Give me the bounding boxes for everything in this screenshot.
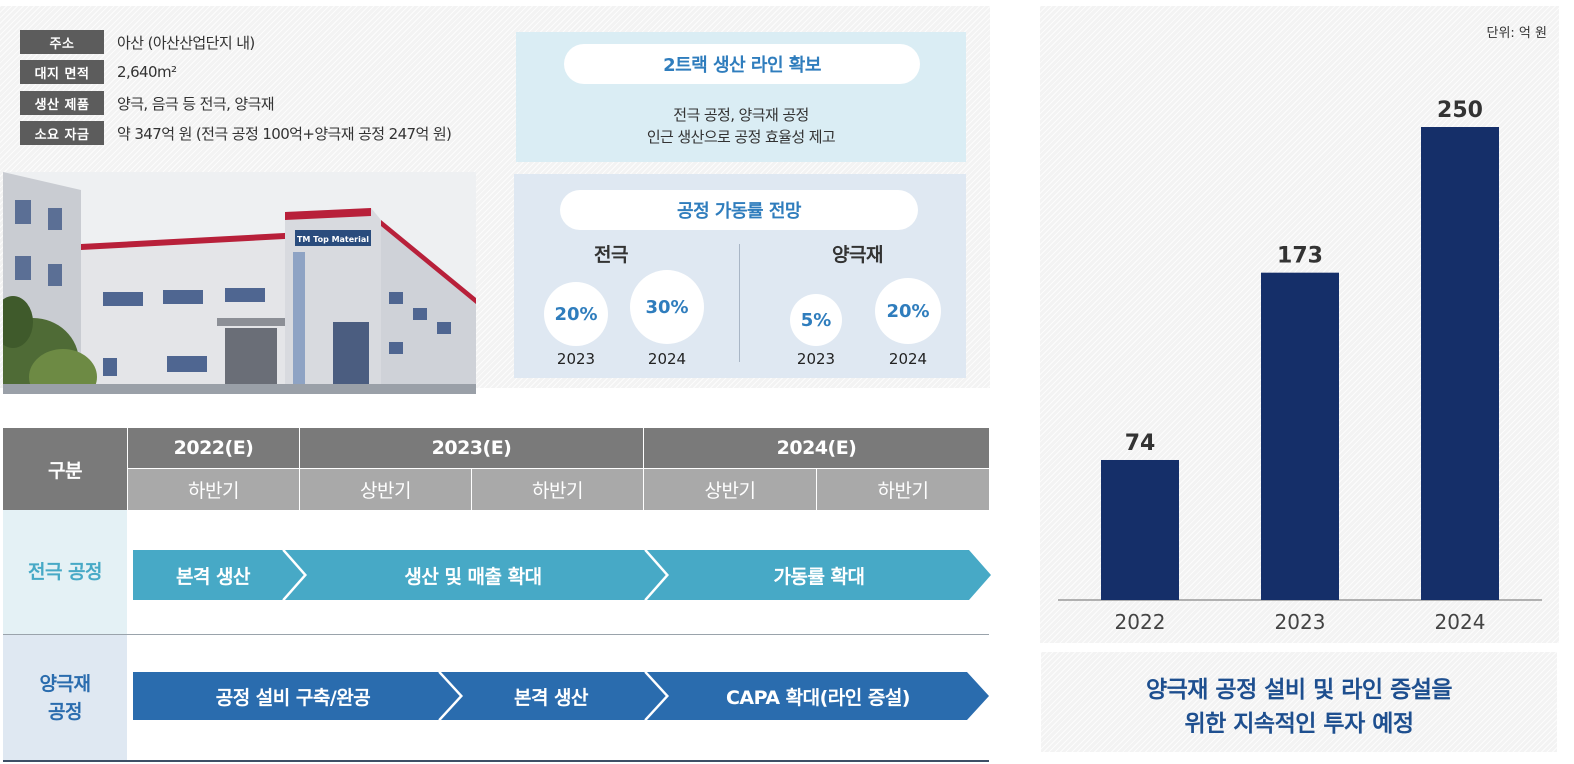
info-row-funding: 소요 자금 약 347억 원 (전극 공정 100억+양극재 공정 247억 원… <box>20 121 452 145</box>
half-header: 하반기 <box>817 469 989 510</box>
bar-value-label: 173 <box>1277 244 1323 269</box>
investment-chart-panel: 단위: 억 원 74 2022 173 2023 250 2024 <box>1040 6 1559 643</box>
half-header: 상반기 <box>300 469 471 510</box>
info-value: 양극, 음극 등 전극, 양극재 <box>117 94 275 113</box>
info-key: 주소 <box>20 30 104 54</box>
two-track-box: 2트랙 생산 라인 확보 전극 공정, 양극재 공정 인근 생산으로 공정 효율… <box>516 32 966 162</box>
year-header: 2024(E) <box>644 428 989 468</box>
table-bottom-border <box>3 760 989 762</box>
info-row-area: 대지 면적 2,640m² <box>20 60 177 84</box>
utilization-circle: 20% <box>875 278 941 344</box>
electrode-segment: 생산 및 매출 확대 <box>404 565 542 588</box>
info-value: 아산 (아산산업단지 내) <box>117 33 255 52</box>
electrode-segment: 가동률 확대 <box>773 565 865 588</box>
two-track-desc-line2: 인근 생산으로 공정 효율성 제고 <box>646 128 836 146</box>
row-label-cathode: 양극재 공정 <box>3 635 127 760</box>
year-header: 2023(E) <box>300 428 643 468</box>
info-row-address: 주소 아산 (아산산업단지 내) <box>20 30 255 54</box>
factory-photo: TM Top Material <box>3 172 476 394</box>
bar-2024 <box>1421 127 1499 600</box>
row-divider <box>3 634 989 635</box>
cathode-segment: 본격 생산 <box>513 686 589 709</box>
building-sign: TM Top Material <box>297 235 369 244</box>
info-value: 약 347억 원 (전극 공정 100억+양극재 공정 247억 원) <box>117 124 452 143</box>
bar-value-label: 250 <box>1437 98 1483 123</box>
electrode-timeline-arrows <box>133 550 991 600</box>
info-row-products: 생산 제품 양극, 음극 등 전극, 양극재 <box>20 91 275 115</box>
summary-box: 양극재 공정 설비 및 라인 증설을 위한 지속적인 투자 예정 <box>1041 652 1557 752</box>
utilization-year: 2023 <box>796 350 836 368</box>
half-header: 하반기 <box>128 469 299 510</box>
electrode-segment: 본격 생산 <box>175 565 251 588</box>
bar-2022 <box>1101 459 1179 600</box>
utilization-group-electrode: 전극 <box>594 244 628 266</box>
schedule-corner-header: 구분 <box>3 428 127 510</box>
two-track-title: 2트랙 생산 라인 확보 <box>564 44 920 84</box>
row-label-text: 양극재 <box>39 672 91 695</box>
utilization-divider <box>739 244 740 362</box>
info-value: 2,640m² <box>117 63 177 81</box>
row-label-text: 전극 공정 <box>27 561 103 583</box>
schedule-table: 구분 2022(E) 2023(E) 2024(E) 하반기 상반기 하반기 상… <box>3 428 991 762</box>
utilization-circle: 5% <box>790 294 842 346</box>
bar-value-label: 74 <box>1125 431 1156 456</box>
info-key: 생산 제품 <box>20 91 104 115</box>
unit-label: 단위: 억 원 <box>1486 26 1548 41</box>
facility-info-panel: 주소 아산 (아산산업단지 내) 대지 면적 2,640m² 생산 제품 양극,… <box>0 6 990 394</box>
utilization-outlook-box: 공정 가동률 전망 전극 양극재 20% 30% 5% 20% 2023 202… <box>514 174 966 378</box>
info-key: 소요 자금 <box>20 121 104 145</box>
investment-bar-chart: 74 2022 173 2023 250 2024 <box>1058 98 1542 634</box>
utilization-circle: 20% <box>544 282 608 346</box>
utilization-title: 공정 가동률 전망 <box>560 190 918 230</box>
cathode-timeline-arrows <box>133 672 989 720</box>
cathode-segment: 공정 설비 구축/완공 <box>215 686 371 709</box>
row-label-electrode: 전극 공정 <box>3 510 127 634</box>
utilization-year: 2024 <box>647 350 687 368</box>
info-key: 대지 면적 <box>20 60 104 84</box>
half-header: 하반기 <box>472 469 643 510</box>
x-tick-label: 2023 <box>1275 610 1326 634</box>
x-tick-label: 2022 <box>1115 610 1166 634</box>
x-tick-label: 2024 <box>1435 610 1486 634</box>
utilization-circle: 30% <box>630 270 704 344</box>
row-label-text: 공정 <box>48 700 82 723</box>
summary-line1: 양극재 공정 설비 및 라인 증설을 <box>1145 677 1453 703</box>
year-header: 2022(E) <box>128 428 299 468</box>
two-track-desc-line1: 전극 공정, 양극재 공정 <box>673 106 809 124</box>
cathode-segment: CAPA 확대(라인 증설) <box>725 686 911 709</box>
half-header: 상반기 <box>644 469 816 510</box>
bar-2023 <box>1261 272 1339 600</box>
summary-line2: 위한 지속적인 투자 예정 <box>1184 711 1414 737</box>
utilization-year: 2023 <box>556 350 596 368</box>
utilization-year: 2024 <box>888 350 928 368</box>
utilization-group-cathode: 양극재 <box>832 244 883 266</box>
